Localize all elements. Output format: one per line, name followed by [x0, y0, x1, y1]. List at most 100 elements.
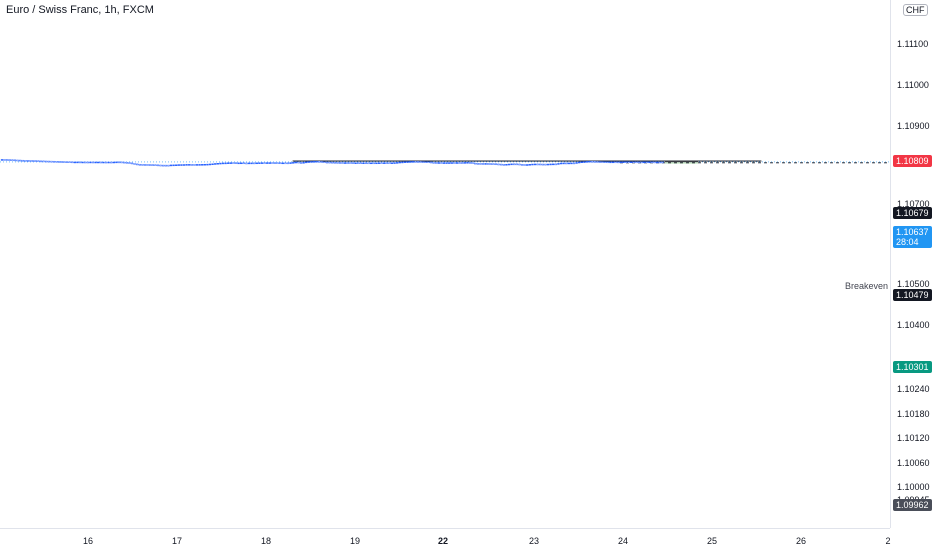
candle — [14, 160, 16, 161]
candle — [173, 165, 175, 166]
candle — [597, 161, 599, 162]
candle — [594, 161, 596, 162]
candle — [417, 161, 419, 162]
candle — [495, 164, 497, 165]
candle — [383, 163, 385, 164]
candle — [464, 162, 466, 163]
price-tick-label: 1.10060 — [897, 458, 930, 468]
time-tick-label: 17 — [172, 536, 182, 546]
candle — [123, 162, 125, 163]
candle — [105, 162, 107, 163]
candle — [113, 162, 115, 163]
price-tick-label: 1.10400 — [897, 320, 930, 330]
candle — [313, 161, 315, 162]
candle — [513, 164, 515, 165]
candle — [474, 163, 476, 164]
candle — [360, 163, 362, 164]
candle — [248, 163, 250, 164]
candle — [409, 161, 411, 162]
candle — [537, 164, 539, 165]
candle — [651, 162, 653, 163]
candle — [584, 162, 586, 163]
candle — [394, 162, 396, 163]
time-tick-label: 24 — [618, 536, 628, 546]
candle — [126, 162, 128, 163]
candle — [292, 162, 294, 163]
candle — [225, 163, 227, 164]
candle — [97, 162, 99, 163]
candle — [571, 163, 573, 164]
candle — [646, 162, 648, 163]
candle — [160, 165, 162, 166]
price-chart[interactable] — [0, 0, 890, 528]
candle — [201, 164, 203, 165]
candle — [326, 162, 328, 163]
candle — [578, 162, 580, 163]
candle — [175, 165, 177, 166]
candle — [630, 162, 632, 163]
candle — [438, 163, 440, 164]
candle — [352, 163, 354, 164]
candle — [498, 164, 500, 165]
candle — [482, 163, 484, 164]
candle — [493, 164, 495, 165]
candle — [428, 162, 430, 163]
candle — [212, 164, 214, 165]
candle — [285, 163, 287, 164]
candle — [633, 162, 635, 163]
low-price-tag: 1.09962 — [893, 499, 932, 511]
candle — [659, 162, 661, 163]
candle — [576, 162, 578, 163]
candle — [134, 163, 136, 164]
candle — [337, 162, 339, 163]
candle — [35, 161, 37, 162]
time-tick-label: 26 — [796, 536, 806, 546]
candle — [389, 163, 391, 164]
candle — [19, 160, 21, 161]
candle — [480, 163, 482, 164]
candle — [641, 162, 643, 163]
candle — [617, 162, 619, 163]
candle — [615, 162, 617, 163]
candle — [370, 163, 372, 164]
candle — [552, 164, 554, 165]
candle — [334, 162, 336, 163]
stop-price-tag: 1.10809 — [893, 155, 932, 167]
candle — [53, 161, 55, 162]
candle — [308, 161, 310, 162]
candle — [1, 159, 3, 160]
candle — [152, 165, 154, 166]
candle — [32, 160, 34, 161]
candle — [454, 162, 456, 163]
candle — [412, 161, 414, 162]
candle — [183, 164, 185, 165]
candle — [422, 162, 424, 163]
candle — [207, 164, 209, 165]
candle — [303, 162, 305, 163]
current-price-value: 1.10637 — [896, 227, 929, 237]
candle — [230, 163, 232, 164]
candle — [9, 160, 11, 161]
candle — [391, 163, 393, 164]
candle — [441, 162, 443, 163]
candle — [461, 162, 463, 163]
entry-price-tag: 1.10679 — [893, 207, 932, 219]
candle — [589, 161, 591, 162]
candle — [607, 162, 609, 163]
candle — [643, 162, 645, 163]
candle — [490, 164, 492, 165]
price-tick-label: 1.11100 — [897, 39, 928, 49]
candle — [290, 163, 292, 164]
candle — [300, 162, 302, 163]
candle — [539, 164, 541, 165]
candle — [186, 164, 188, 165]
candle — [365, 163, 367, 164]
candle — [604, 162, 606, 163]
candle — [519, 164, 521, 165]
currency-button[interactable]: CHF — [903, 4, 928, 16]
candle — [30, 160, 32, 161]
candle — [620, 162, 622, 163]
candle — [131, 163, 133, 164]
